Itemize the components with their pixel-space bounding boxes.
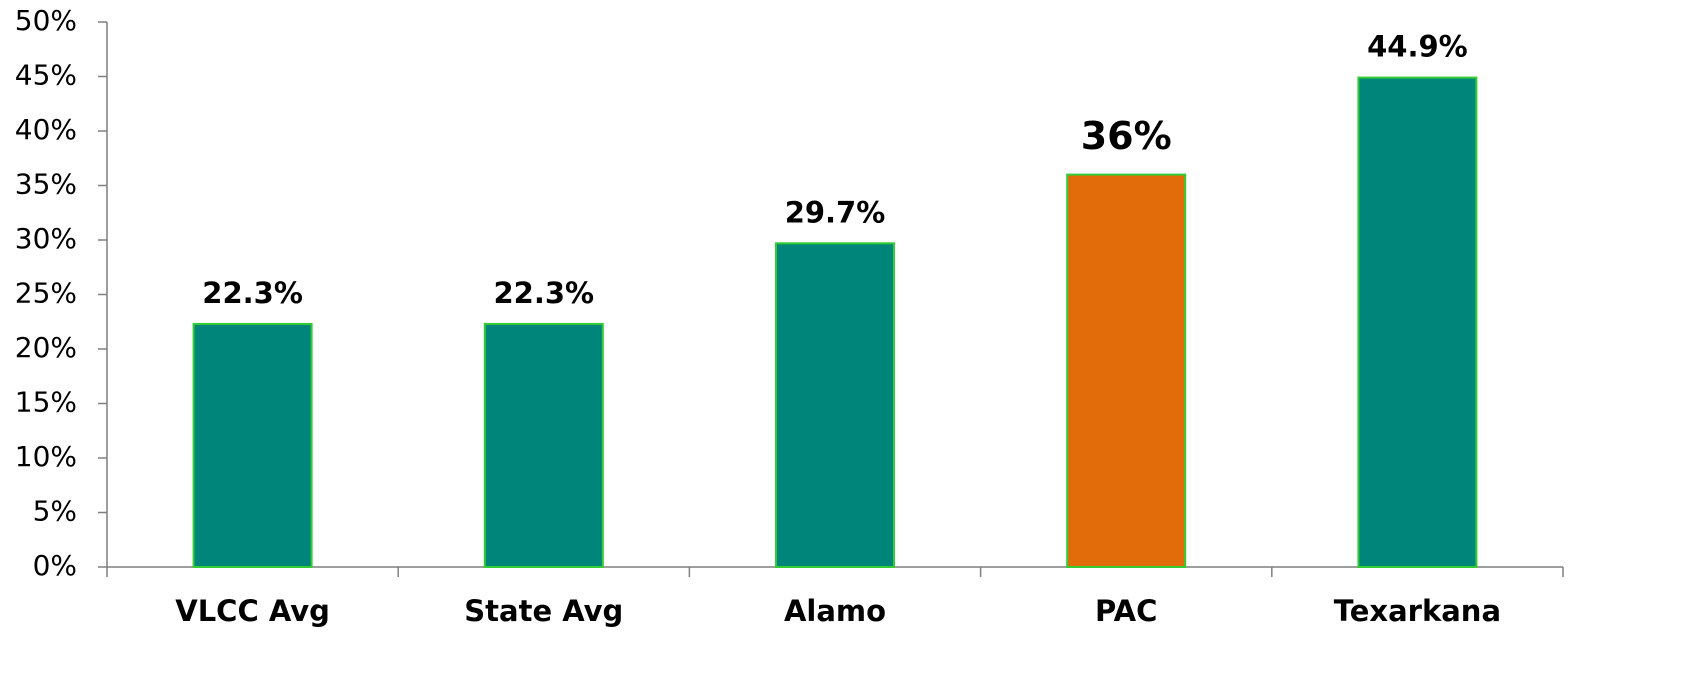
value-label: 22.3% [202,276,303,310]
y-tick-label: 40% [15,113,77,146]
y-tick-label: 5% [33,495,77,528]
x-tick-label: State Avg [464,594,623,628]
y-tick-label: 0% [33,549,77,582]
y-tick-label: 45% [15,59,77,92]
y-tick-label: 10% [15,440,77,473]
bar [1066,173,1187,568]
value-label: 36% [1081,114,1172,158]
x-tick-label: PAC [1095,594,1157,628]
x-tick-label: VLCC Avg [175,594,330,628]
y-tick-label: 20% [15,331,77,364]
value-label: 29.7% [785,195,886,229]
bar [775,242,895,569]
y-tick-label: 15% [15,386,77,419]
y-tick-label: 35% [15,168,77,201]
value-label: 22.3% [493,276,594,310]
x-tick-label: Alamo [784,594,886,628]
y-tick-label: 30% [15,222,77,255]
value-label: 44.9% [1367,30,1468,64]
bar [192,322,313,568]
y-tick-label: 50% [15,4,77,37]
bar [1357,76,1478,568]
y-tick-label: 25% [15,277,77,310]
x-tick-label: Texarkana [1334,594,1501,628]
bar [483,322,604,568]
